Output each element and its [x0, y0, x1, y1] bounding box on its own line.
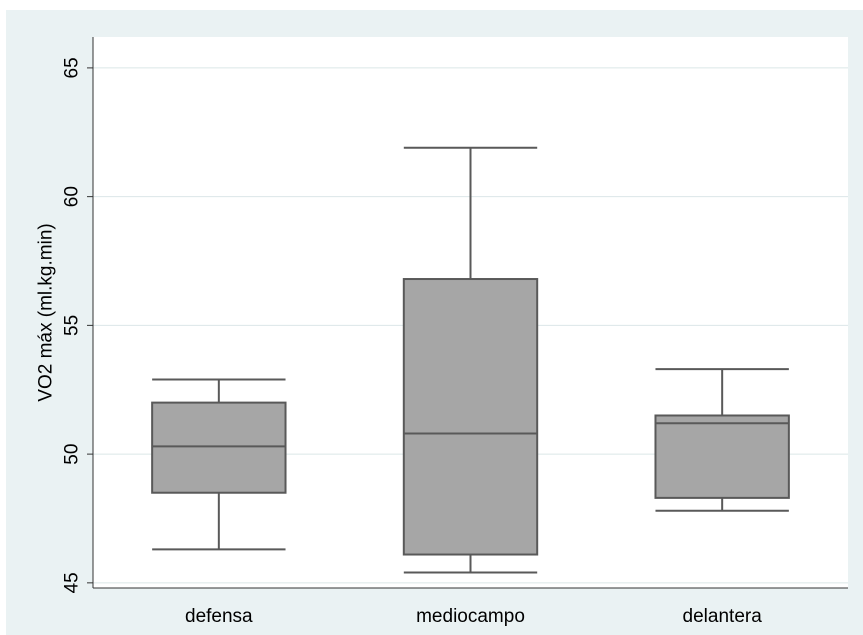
y-tick-label-65: 65 — [62, 57, 83, 78]
y-tick-label-45: 45 — [62, 572, 83, 593]
x-tick-label-defensa: defensa — [185, 606, 253, 627]
x-tick-labels: defensa mediocampo delantera — [185, 606, 762, 627]
box-iqr — [151, 401, 287, 494]
y-ticks: 45 50 55 60 65 — [62, 57, 93, 593]
boxplot-chart: 45 50 55 60 65 defensa mediocampo delantera VO… — [36, 37, 848, 627]
y-tick-label-50: 50 — [62, 444, 83, 465]
box-delantera — [654, 368, 790, 512]
y-tick-label-60: 60 — [62, 186, 83, 207]
y-tick-label-55: 55 — [62, 315, 83, 336]
chart-frame: 45 50 55 60 65 defensa mediocampo delantera VO… — [6, 10, 863, 635]
boxes — [151, 146, 790, 574]
box-defensa — [151, 378, 287, 551]
axes — [92, 37, 848, 589]
x-tick-label-delantera: delantera — [683, 606, 763, 627]
box-iqr — [402, 278, 539, 556]
y-axis-title: VO2 máx (ml.kg.min) — [36, 223, 57, 401]
x-tick-label-mediocampo: mediocampo — [416, 606, 525, 627]
box-mediocampo — [402, 146, 539, 574]
box-iqr — [654, 414, 790, 499]
